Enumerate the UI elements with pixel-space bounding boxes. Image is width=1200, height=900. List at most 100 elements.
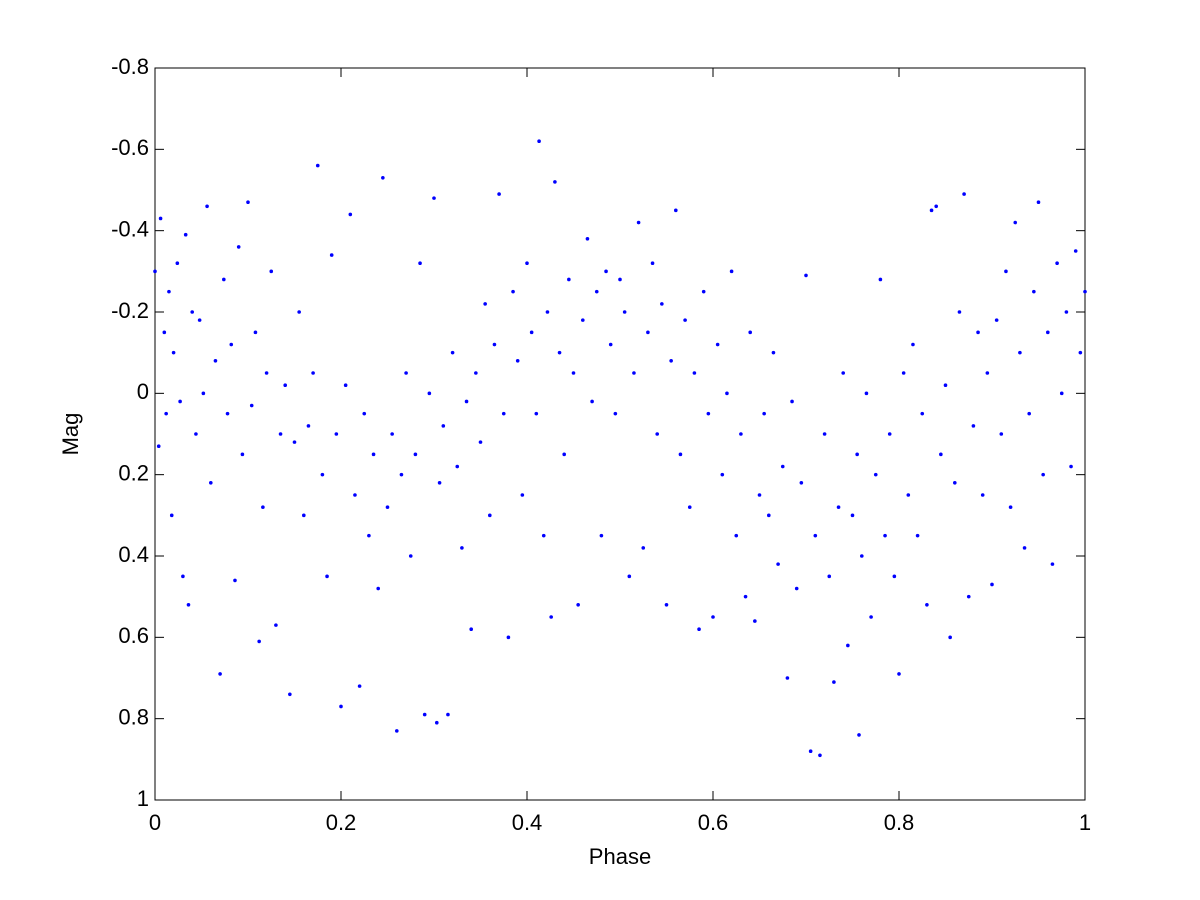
data-point	[302, 513, 306, 518]
data-point	[646, 330, 650, 335]
data-point	[1046, 330, 1050, 335]
y-tick-label: -0.6	[111, 135, 149, 160]
data-point	[229, 342, 234, 347]
data-point	[590, 399, 594, 404]
data-point	[878, 277, 883, 282]
x-tick-label: 1	[1079, 810, 1091, 835]
data-point	[864, 391, 869, 396]
data-point	[1055, 261, 1059, 266]
x-tick-label: 0.4	[512, 810, 543, 835]
data-point	[261, 505, 265, 510]
data-point	[980, 493, 985, 497]
data-point	[767, 513, 771, 518]
data-point	[353, 493, 357, 497]
data-point	[873, 472, 878, 477]
data-point	[164, 411, 168, 416]
data-point	[711, 615, 715, 619]
data-point	[1004, 269, 1008, 274]
data-point	[608, 342, 613, 347]
data-point	[362, 411, 367, 416]
data-point	[167, 289, 171, 294]
data-point	[222, 277, 226, 282]
data-point	[1008, 505, 1013, 510]
data-point	[469, 627, 474, 631]
data-point	[1064, 310, 1069, 314]
data-point	[1027, 411, 1031, 416]
data-point	[297, 310, 301, 314]
data-point	[529, 330, 534, 335]
y-tick-label: -0.8	[111, 54, 149, 79]
data-point	[1018, 350, 1022, 355]
data-point	[1050, 562, 1055, 566]
data-point	[804, 273, 808, 278]
data-point	[1013, 220, 1018, 225]
data-point	[613, 411, 618, 416]
data-point	[785, 676, 790, 680]
data-point	[169, 513, 174, 518]
data-point	[483, 302, 487, 306]
data-point	[627, 574, 632, 579]
data-point	[209, 481, 213, 485]
data-point	[846, 643, 850, 648]
data-point	[213, 359, 218, 363]
data-point	[190, 310, 194, 314]
data-point	[748, 330, 752, 335]
data-point	[1032, 289, 1036, 294]
data-point	[488, 513, 492, 518]
data-point	[515, 359, 520, 363]
data-point	[246, 200, 250, 204]
data-point	[976, 330, 980, 335]
data-point	[545, 310, 550, 314]
data-point	[283, 383, 288, 388]
data-point	[408, 554, 413, 558]
data-point	[729, 269, 734, 274]
data-point	[641, 546, 646, 550]
data-point	[953, 481, 957, 485]
data-point	[249, 403, 254, 408]
data-point	[594, 289, 599, 294]
data-point	[478, 440, 483, 444]
data-point	[1073, 249, 1078, 253]
data-point	[1022, 546, 1027, 550]
y-tick-label: 0.4	[118, 542, 149, 567]
y-tick-label: 0	[137, 379, 149, 404]
data-point	[780, 464, 785, 469]
data-point	[194, 432, 198, 436]
data-point	[855, 452, 859, 457]
data-point	[660, 302, 664, 306]
data-point	[925, 603, 929, 607]
data-point	[334, 432, 339, 436]
data-point	[841, 371, 845, 375]
data-point	[985, 371, 990, 375]
data-point	[343, 383, 348, 388]
x-tick-label: 0.2	[326, 810, 357, 835]
data-point	[156, 444, 161, 449]
data-point	[162, 330, 167, 335]
data-point	[175, 261, 180, 266]
data-point	[585, 237, 590, 241]
data-point	[218, 672, 222, 676]
data-point	[357, 684, 362, 688]
data-point	[850, 513, 855, 518]
data-point	[901, 371, 906, 375]
data-point	[753, 619, 757, 623]
data-point	[371, 452, 376, 457]
data-point	[725, 391, 729, 396]
data-point	[571, 371, 576, 375]
data-point	[1078, 350, 1083, 355]
data-point	[171, 350, 176, 355]
data-point	[692, 371, 697, 375]
data-point	[446, 712, 450, 717]
data-point	[1069, 464, 1073, 469]
data-point	[240, 452, 245, 457]
data-point	[887, 432, 892, 436]
data-point	[236, 245, 241, 249]
data-point	[739, 432, 743, 436]
data-point	[178, 399, 182, 404]
data-point	[520, 493, 525, 497]
data-point	[320, 472, 325, 477]
data-point	[897, 672, 901, 676]
data-point	[257, 639, 261, 644]
data-point	[553, 180, 557, 184]
data-point	[957, 310, 962, 314]
